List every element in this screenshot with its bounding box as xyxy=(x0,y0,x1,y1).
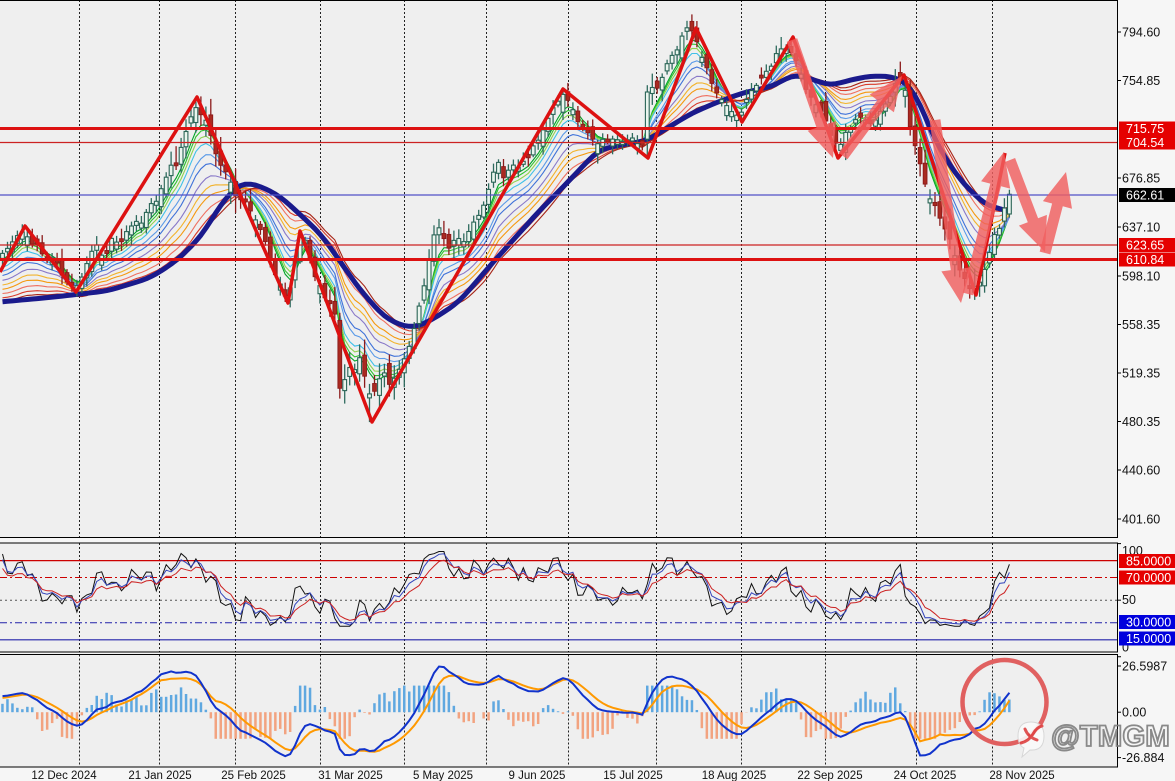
svg-text:401.60: 401.60 xyxy=(1122,512,1160,526)
svg-text:440.60: 440.60 xyxy=(1122,463,1160,477)
svg-text:558.35: 558.35 xyxy=(1122,318,1160,332)
svg-text:30.0000: 30.0000 xyxy=(1126,615,1171,629)
svg-text:28 Nov 2025: 28 Nov 2025 xyxy=(989,770,1054,781)
svg-text:26.5987: 26.5987 xyxy=(1122,659,1167,673)
svg-text:519.35: 519.35 xyxy=(1122,366,1160,380)
svg-text:676.85: 676.85 xyxy=(1122,171,1160,185)
svg-text:794.60: 794.60 xyxy=(1122,25,1160,39)
svg-text:662.61: 662.61 xyxy=(1126,188,1164,202)
svg-text:@TMGM: @TMGM xyxy=(1051,720,1170,753)
svg-text:704.54: 704.54 xyxy=(1126,136,1164,150)
svg-text:24 Oct 2025: 24 Oct 2025 xyxy=(894,770,957,781)
svg-text:12 Dec 2024: 12 Dec 2024 xyxy=(31,770,97,781)
svg-text:754.85: 754.85 xyxy=(1122,74,1160,88)
svg-text:15.0000: 15.0000 xyxy=(1126,632,1171,646)
svg-text:5 May 2025: 5 May 2025 xyxy=(413,770,473,781)
svg-text:9 Jun 2025: 9 Jun 2025 xyxy=(509,770,566,781)
svg-text:715.75: 715.75 xyxy=(1126,122,1164,136)
svg-text:610.84: 610.84 xyxy=(1126,253,1164,267)
svg-text:0.00: 0.00 xyxy=(1122,706,1146,720)
svg-text:70.0000: 70.0000 xyxy=(1126,571,1171,585)
svg-text:480.35: 480.35 xyxy=(1122,415,1160,429)
svg-text:-26.884: -26.884 xyxy=(1122,751,1164,765)
svg-text:50: 50 xyxy=(1122,593,1136,607)
svg-text:22 Sep 2025: 22 Sep 2025 xyxy=(797,770,862,781)
svg-text:85.0000: 85.0000 xyxy=(1126,554,1171,568)
svg-text:15 Jul 2025: 15 Jul 2025 xyxy=(603,770,662,781)
svg-text:598.10: 598.10 xyxy=(1122,269,1160,283)
svg-text:21 Jan 2025: 21 Jan 2025 xyxy=(128,770,191,781)
svg-text:0: 0 xyxy=(1122,641,1129,655)
svg-text:637.10: 637.10 xyxy=(1122,220,1160,234)
svg-text:25 Feb 2025: 25 Feb 2025 xyxy=(221,770,286,781)
svg-text:623.65: 623.65 xyxy=(1126,238,1164,252)
svg-text:31 Mar 2025: 31 Mar 2025 xyxy=(318,770,383,781)
svg-text:18 Aug 2025: 18 Aug 2025 xyxy=(702,770,767,781)
